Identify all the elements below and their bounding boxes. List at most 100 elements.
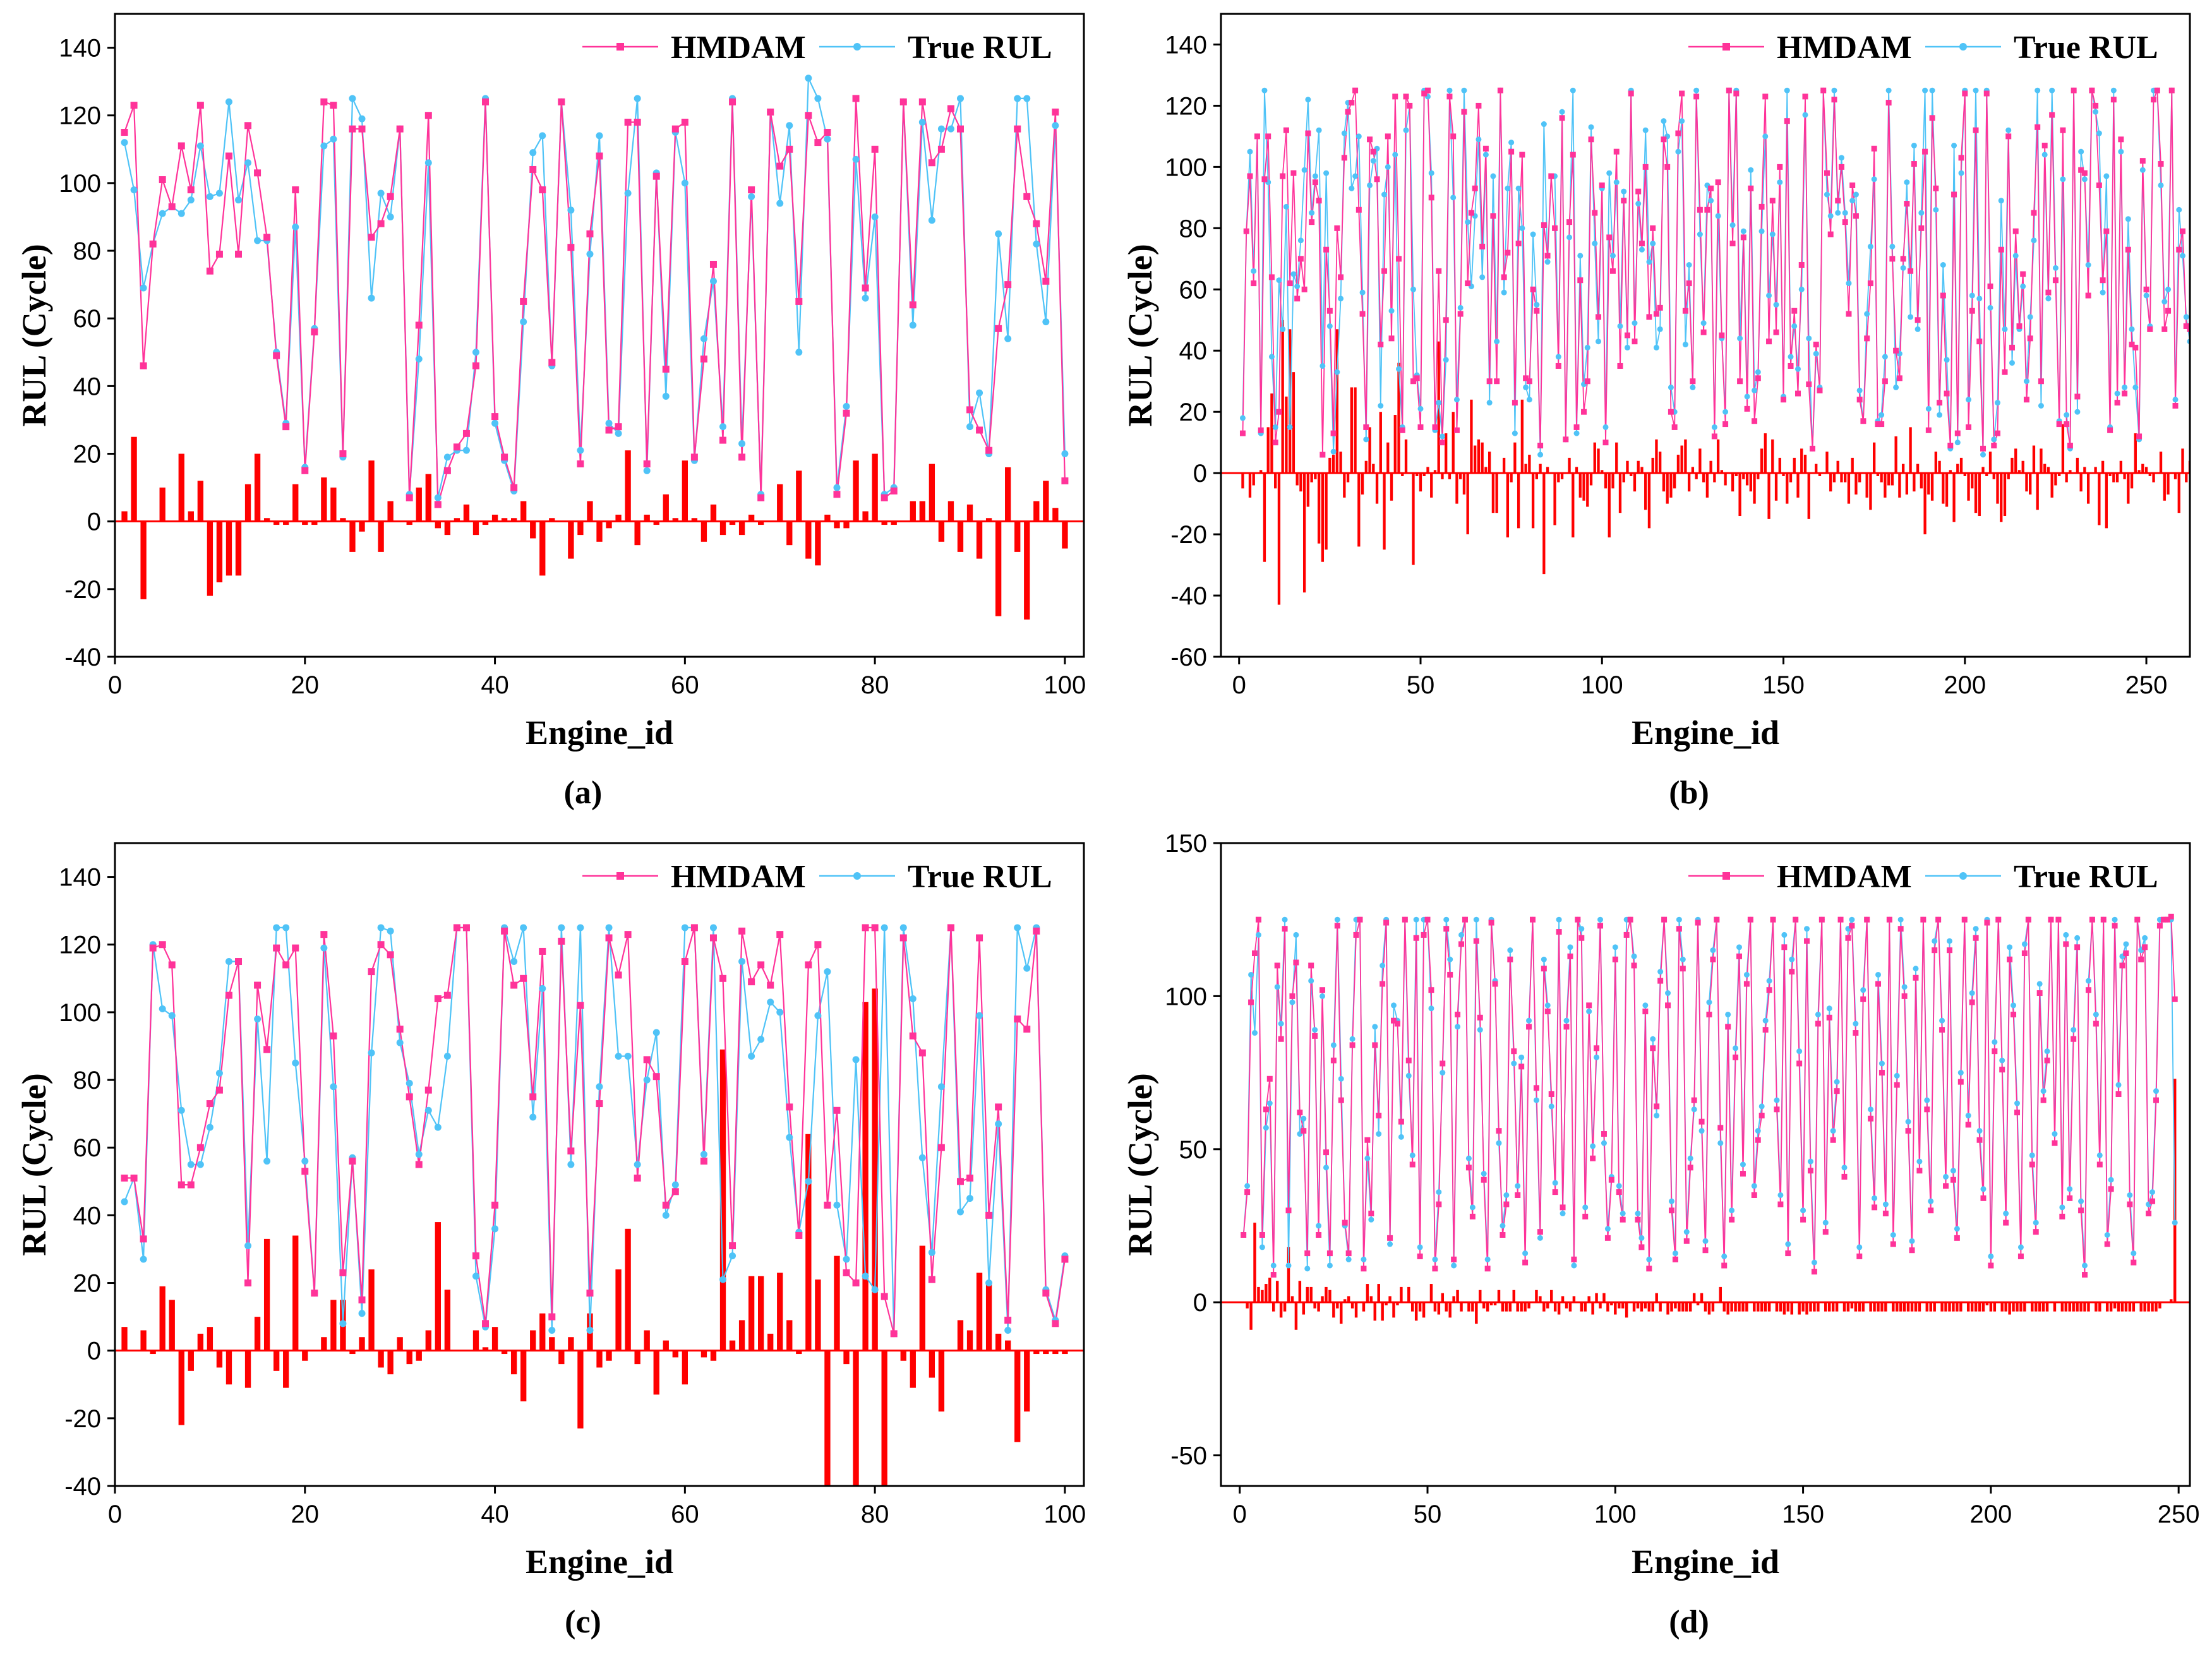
error-bar bbox=[1720, 470, 1724, 474]
y-tick-label: 80 bbox=[73, 1067, 102, 1094]
error-bar bbox=[1381, 1302, 1384, 1321]
true-rul-point bbox=[805, 1178, 812, 1185]
hmdam-point bbox=[1387, 1235, 1393, 1241]
true-rul-point bbox=[1784, 87, 1790, 93]
hmdam-point bbox=[263, 1046, 271, 1053]
error-bar bbox=[1430, 473, 1433, 498]
hmdam-point bbox=[1364, 1137, 1371, 1143]
error-bar bbox=[1393, 415, 1397, 474]
true-rul-point bbox=[786, 1134, 793, 1141]
legend-true-rul-marker bbox=[1959, 872, 1967, 880]
hmdam-point bbox=[2021, 950, 2028, 957]
y-tick-label: 0 bbox=[1193, 460, 1207, 488]
hmdam-point bbox=[1492, 981, 1498, 987]
hmdam-point bbox=[1911, 161, 1917, 167]
hmdam-point bbox=[1349, 100, 1355, 106]
y-tick-label: 120 bbox=[1165, 92, 1207, 120]
error-bar bbox=[1713, 473, 1716, 482]
error-bar bbox=[2029, 473, 2032, 495]
x-tick-label: 0 bbox=[108, 671, 122, 699]
error-bar bbox=[2079, 473, 2083, 492]
true-rul-point bbox=[1700, 320, 1707, 326]
true-rul-point bbox=[2049, 87, 2055, 93]
hmdam-point bbox=[1984, 919, 1990, 926]
true-rul-point bbox=[700, 335, 707, 342]
error-bar bbox=[2137, 470, 2141, 474]
true-rul-point bbox=[767, 998, 774, 1006]
hmdam-point bbox=[1473, 938, 1479, 944]
true-rul-point bbox=[738, 958, 746, 966]
hmdam-point bbox=[2082, 1272, 2088, 1278]
error-bar bbox=[1422, 473, 1426, 476]
hmdam-point bbox=[1646, 314, 1652, 320]
y-tick-label: 140 bbox=[59, 35, 101, 63]
true-rul-point bbox=[368, 294, 375, 302]
hmdam-point bbox=[2012, 228, 2019, 234]
error-bar bbox=[1310, 473, 1313, 482]
legend-true-rul-label: True RUL bbox=[2014, 30, 2158, 66]
error-bar bbox=[1412, 473, 1415, 565]
true-rul-point bbox=[1988, 1253, 1994, 1259]
error-bar bbox=[2064, 1302, 2068, 1312]
hmdam-point bbox=[482, 98, 490, 105]
hmdam-point bbox=[1796, 1060, 1803, 1067]
error-bar bbox=[2123, 473, 2126, 479]
hmdam-point bbox=[1409, 1161, 1416, 1168]
hmdam-point bbox=[1450, 133, 1457, 140]
hmdam-point bbox=[1548, 173, 1554, 179]
hmdam-point bbox=[1925, 427, 1932, 433]
error-bar bbox=[853, 1350, 859, 1486]
error-bar bbox=[1815, 464, 1818, 474]
true-rul-point bbox=[2085, 262, 2091, 268]
true-rul-point bbox=[1609, 253, 1616, 259]
true-rul-point bbox=[2176, 207, 2182, 213]
error-bar bbox=[1014, 521, 1021, 552]
true-rul-point bbox=[881, 924, 888, 931]
true-rul-point bbox=[615, 1053, 622, 1060]
hmdam-point bbox=[1563, 436, 1569, 443]
hmdam-point bbox=[1556, 929, 1562, 935]
error-bar bbox=[2109, 1302, 2113, 1312]
error-bar bbox=[1884, 473, 1887, 498]
error-bar bbox=[1803, 455, 1807, 474]
error-bar bbox=[1488, 452, 1491, 474]
error-bar bbox=[216, 1350, 223, 1368]
error-bar bbox=[824, 1350, 831, 1486]
error-bar bbox=[2011, 457, 2014, 474]
error-bar bbox=[719, 1049, 726, 1351]
true-rul-point bbox=[1905, 1118, 1911, 1125]
error-bar bbox=[2130, 473, 2134, 489]
true-rul-point bbox=[225, 98, 232, 105]
hmdam-point bbox=[966, 1174, 974, 1182]
error-bar bbox=[1531, 473, 1535, 529]
true-rul-point bbox=[937, 1083, 945, 1091]
error-bar bbox=[1602, 1293, 1606, 1303]
error-bar bbox=[1528, 455, 1531, 474]
error-bar bbox=[378, 521, 384, 552]
hmdam-point bbox=[1287, 280, 1293, 287]
error-bar bbox=[1892, 1302, 1895, 1312]
true-rul-point bbox=[2093, 109, 2099, 115]
true-rul-point bbox=[1710, 947, 1716, 954]
error-bar bbox=[881, 521, 887, 525]
hmdam-point bbox=[1505, 249, 1511, 256]
y-tick-label: 80 bbox=[73, 237, 102, 265]
hmdam-point bbox=[1276, 409, 1282, 415]
error-bar bbox=[1575, 467, 1578, 474]
true-rul-point bbox=[424, 159, 432, 167]
hmdam-point bbox=[1725, 1024, 1731, 1030]
hmdam-point bbox=[529, 165, 537, 173]
error-bar bbox=[2034, 1302, 2038, 1312]
hmdam-point bbox=[1668, 409, 1674, 415]
error-bar bbox=[1505, 1302, 1508, 1312]
error-bar bbox=[1542, 1302, 1546, 1312]
error-bar bbox=[577, 1350, 584, 1428]
error-bar bbox=[283, 1350, 289, 1388]
true-rul-point bbox=[377, 924, 385, 931]
true-rul-point bbox=[1635, 201, 1642, 207]
true-rul-point bbox=[1679, 118, 1685, 124]
error-bar bbox=[1790, 1302, 1793, 1315]
true-rul-point bbox=[719, 423, 727, 431]
true-rul-point bbox=[1621, 188, 1627, 195]
error-bar bbox=[1906, 1302, 1910, 1312]
